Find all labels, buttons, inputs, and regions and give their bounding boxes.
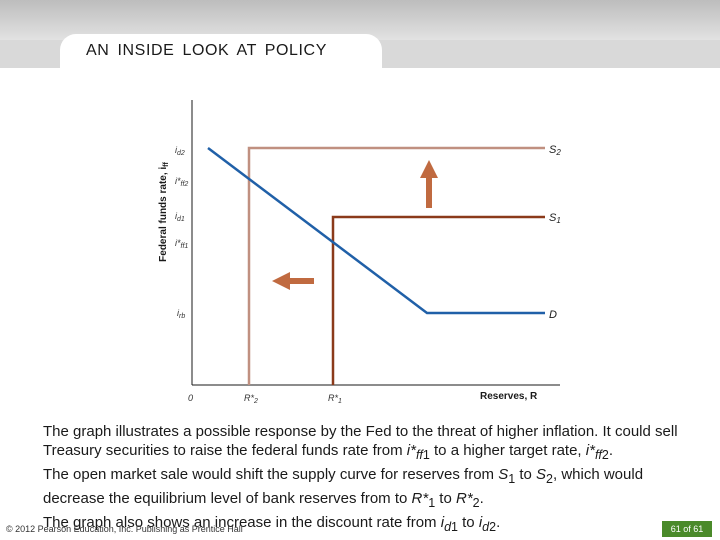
y-axis-label: Federal funds rate, iff: [158, 161, 170, 261]
caption-line-3: The graph also shows an increase in the …: [43, 514, 501, 534]
caption-line-2: The open market sale would shift the sup…: [43, 466, 644, 510]
supply-curve-s1: [331, 215, 545, 385]
header-tab: [60, 34, 382, 68]
up-arrow-icon: [420, 160, 438, 208]
y-tick-iff2: i*ff2: [175, 176, 188, 188]
x-tick-r1: R*1: [328, 393, 342, 405]
reserves-market-graph: Federal funds rate, iff id2 i*ff2 id1 i*…: [158, 100, 561, 405]
demand-label: D: [549, 309, 557, 321]
supply-curve-s2: [247, 146, 545, 385]
left-arrow-icon: [272, 272, 314, 290]
caption-line-1: The graph illustrates a possible respons…: [43, 423, 678, 462]
y-tick-id1: id1: [175, 211, 185, 223]
y-tick-irb: irb: [177, 308, 185, 320]
s2-label: S2: [549, 144, 561, 157]
y-tick-iff1: i*ff1: [175, 238, 188, 250]
origin-label: 0: [188, 393, 193, 403]
y-tick-id2: id2: [175, 145, 185, 157]
demand-curve: [207, 147, 545, 315]
copyright-notice: © 2012 Pearson Education, Inc. Publishin…: [6, 524, 243, 534]
slide-title: AN INSIDE LOOK AT POLICY: [86, 42, 327, 59]
caption: The graph illustrates a possible respons…: [43, 422, 708, 537]
s1-label: S1: [549, 212, 561, 225]
page-number-badge: 61 of 61: [662, 521, 712, 537]
x-axis-label: Reserves, R: [480, 391, 538, 402]
header-gradient: [0, 0, 720, 40]
slide-content: [0, 68, 720, 540]
x-tick-r2: R*2: [244, 393, 258, 405]
